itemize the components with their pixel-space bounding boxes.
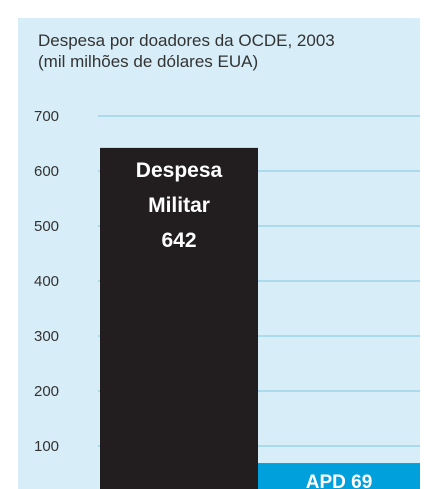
bar-label-despesa-militar-line-3: 642 <box>161 229 196 252</box>
chart-title-line-2: (mil milhões de dólares EUA) <box>38 52 259 71</box>
bar-chart: 0100200300400500600700DespesaMilitar642A… <box>34 108 420 489</box>
bar-label-despesa-militar-line-2: Militar <box>148 194 210 217</box>
bar-despesa-militar <box>100 147 258 489</box>
bar-apd <box>258 463 420 489</box>
y-tick-label-600: 600 <box>34 163 59 180</box>
bar-label-apd: APD 69 <box>306 472 373 489</box>
bar-label-despesa-militar-line-1: Despesa <box>136 159 223 182</box>
chart-title: Despesa por doadores da OCDE, 2003 (mil … <box>38 30 418 72</box>
y-tick-label-100: 100 <box>34 438 59 455</box>
y-tick-label-400: 400 <box>34 273 59 290</box>
chart-panel: Despesa por doadores da OCDE, 2003 (mil … <box>18 18 420 489</box>
y-tick-label-500: 500 <box>34 218 59 235</box>
y-tick-label-300: 300 <box>34 328 59 345</box>
y-tick-label-200: 200 <box>34 383 59 400</box>
chart-title-line-1: Despesa por doadores da OCDE, 2003 <box>38 31 335 50</box>
y-tick-label-700: 700 <box>34 108 59 125</box>
